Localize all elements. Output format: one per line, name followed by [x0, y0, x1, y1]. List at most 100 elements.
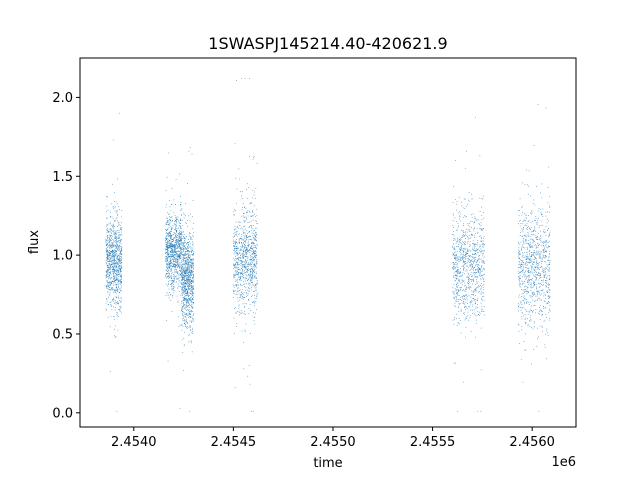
data-point	[186, 294, 188, 296]
data-point	[118, 248, 119, 250]
data-point	[176, 238, 178, 240]
data-point	[191, 287, 193, 289]
data-point	[121, 297, 122, 299]
data-point	[120, 245, 121, 247]
data-point	[192, 273, 193, 275]
data-point	[251, 258, 253, 259]
data-point	[250, 279, 251, 281]
data-point	[189, 261, 191, 262]
data-point	[524, 276, 525, 278]
data-point	[188, 277, 190, 279]
data-point	[547, 211, 548, 213]
data-point	[242, 256, 244, 257]
data-point	[112, 225, 114, 226]
data-point	[464, 273, 465, 275]
data-point	[168, 263, 170, 264]
data-point	[170, 247, 171, 248]
data-point	[187, 292, 189, 294]
data-point	[481, 293, 483, 295]
data-point	[241, 236, 243, 237]
data-point	[475, 263, 477, 265]
data-point	[178, 227, 179, 229]
data-point	[184, 271, 186, 272]
data-point	[467, 308, 469, 310]
data-point	[236, 80, 237, 81]
data-point	[112, 245, 114, 247]
data-point	[520, 232, 521, 233]
data-point	[113, 289, 114, 290]
data-point	[185, 248, 187, 250]
data-point	[247, 250, 249, 251]
data-point	[184, 331, 185, 333]
data-point	[182, 313, 184, 314]
data-point	[521, 318, 523, 320]
data-point	[518, 249, 520, 251]
data-point	[111, 308, 113, 310]
data-point	[251, 249, 253, 250]
data-point	[113, 297, 114, 299]
data-point	[184, 253, 185, 255]
data-point	[115, 246, 117, 247]
data-point	[182, 244, 183, 246]
data-point	[172, 254, 174, 256]
data-point	[481, 198, 483, 199]
data-point	[453, 362, 455, 364]
data-point	[189, 271, 191, 273]
data-point	[109, 263, 110, 265]
data-point	[115, 266, 117, 268]
data-point	[186, 267, 188, 269]
data-point	[480, 274, 482, 276]
data-point	[109, 264, 110, 266]
data-point	[245, 251, 246, 253]
data-point	[256, 261, 258, 262]
data-point	[115, 266, 117, 267]
data-point	[456, 229, 457, 231]
data-point	[185, 275, 186, 277]
data-point	[245, 233, 247, 235]
data-point	[523, 299, 525, 301]
data-point	[235, 267, 236, 269]
data-point	[186, 267, 187, 269]
data-point	[106, 281, 108, 283]
data-point	[469, 244, 471, 245]
data-point	[118, 284, 120, 286]
data-point	[109, 292, 111, 294]
data-point	[459, 287, 461, 288]
data-point	[475, 272, 477, 273]
data-point	[518, 323, 520, 325]
data-point	[465, 254, 466, 255]
data-point	[252, 253, 254, 255]
data-point	[243, 239, 245, 241]
data-point	[110, 221, 112, 223]
data-point	[474, 313, 475, 315]
data-point	[482, 195, 484, 197]
data-point	[238, 264, 240, 265]
data-point	[464, 313, 465, 315]
data-point	[233, 214, 235, 216]
data-point	[186, 253, 188, 255]
data-point	[530, 301, 531, 303]
data-point	[112, 249, 113, 251]
data-point	[459, 279, 460, 281]
data-point	[106, 300, 108, 302]
data-point	[243, 292, 245, 293]
data-point	[117, 246, 119, 248]
data-point	[109, 238, 111, 240]
data-point	[251, 277, 252, 278]
data-point	[111, 244, 113, 246]
data-point	[183, 255, 185, 257]
data-point	[105, 262, 107, 263]
data-point	[175, 250, 177, 252]
data-point	[455, 278, 457, 279]
data-point	[180, 232, 181, 234]
data-point	[481, 243, 483, 244]
data-point	[255, 231, 256, 233]
data-point	[188, 265, 189, 266]
data-point	[235, 234, 237, 236]
data-point	[238, 258, 239, 260]
data-point	[190, 266, 192, 268]
data-point	[255, 312, 257, 314]
data-point	[169, 251, 171, 252]
data-point	[116, 264, 118, 265]
data-point	[168, 223, 169, 225]
